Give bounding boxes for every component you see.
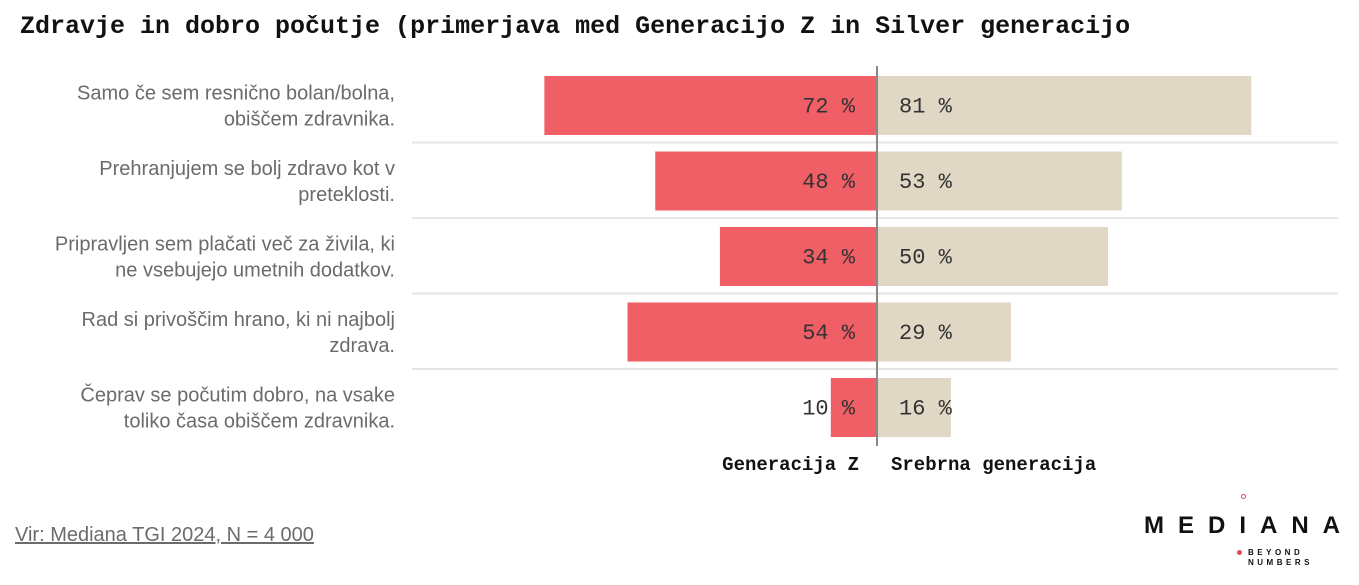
category-label-line: Samo če sem resnično bolan/bolna, [77,83,395,105]
logo-name: MEDIANA [1144,512,1354,539]
logo-dot-icon [1237,550,1242,555]
category-label-line: zdrava. [329,335,395,357]
mediana-logo: MEDIANA BEYOND NUMBERS [1130,490,1350,575]
bar-generacija-z [544,76,877,135]
category-label-line: Čeprav se počutim dobro, na vsake [80,384,395,407]
category-label-line: Pripravljen sem plačati več za živila, k… [55,234,395,256]
category-label-line: obiščem zdravnika. [224,109,395,131]
category-label: Prehranjujem se bolj zdravo kot v pretekl… [99,158,395,206]
bar-srebrna-generacija [877,302,1011,362]
value-label-generacija-z: 34 % [802,246,856,271]
category-label-line: ne vsebujejo umetnih dodatkov. [115,260,395,282]
value-label-generacija-z: 10 % [802,397,856,422]
value-label-srebrna-generacija: 16 % [899,397,953,422]
bar-generacija-z [627,302,877,362]
chart-title: Zdravje in dobro počutje (primerjava med… [20,12,1131,41]
logo-tagline: BEYOND NUMBERS [1248,548,1313,567]
value-label-generacija-z: 48 % [802,170,856,195]
bar-generacija-z [830,378,877,437]
series-label-srebrna-generacija: Srebrna generacija [891,454,1096,476]
category-label: Pripravljen sem plačati več za živila, k… [55,234,395,282]
bar-generacija-z [655,151,877,211]
bar-srebrna-generacija [877,76,1252,135]
value-label-srebrna-generacija: 50 % [899,246,953,271]
category-label-line: toliko časa obiščem zdravnika. [124,411,395,433]
bar-srebrna-generacija [877,378,951,437]
value-label-generacija-z: 72 % [802,95,856,120]
series-label-generacija-z: Generacija Z [722,454,859,476]
category-label-line: preteklosti. [298,184,395,206]
source-note[interactable]: Vir: Mediana TGI 2024, N = 4 000 [15,524,314,546]
value-label-generacija-z: 54 % [802,321,856,346]
value-label-srebrna-generacija: 29 % [899,321,953,346]
category-label-line: Rad si privoščim hrano, ki ni najbolj [82,309,395,331]
value-label-srebrna-generacija: 53 % [899,170,953,195]
diverging-bar-chart: Samo če sem resnično bolan/bolna, obiščem… [55,66,1338,476]
category-label: Rad si privoščim hrano, ki ni najbolj zdr… [82,309,395,357]
bar-srebrna-generacija [877,227,1108,286]
value-label-srebrna-generacija: 81 % [899,95,953,120]
bar-generacija-z [719,227,877,286]
category-label: Samo če sem resnično bolan/bolna, obiščem… [77,83,395,131]
bar-srebrna-generacija [877,151,1122,211]
category-label: Čeprav se počutim dobro, na vsake toliko … [80,384,395,433]
category-label-line: Prehranjujem se bolj zdravo kot v [99,158,395,180]
logo-dot-icon [1241,494,1246,499]
